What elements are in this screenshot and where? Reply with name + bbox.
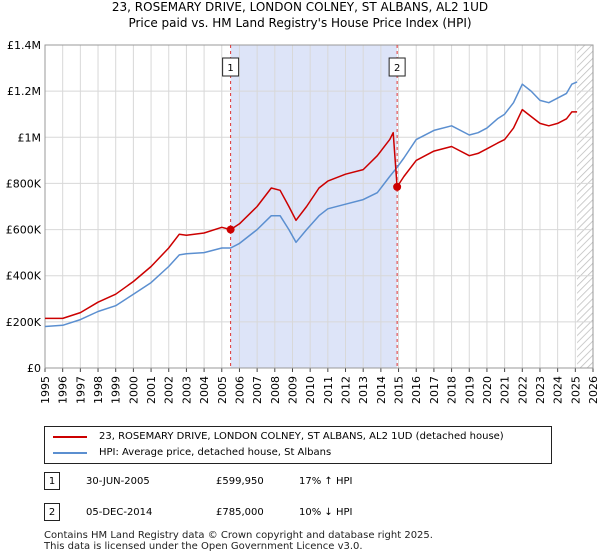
- y-tick-label: £1.4M: [7, 39, 41, 52]
- x-tick-label: 2013: [357, 376, 370, 404]
- x-tick-label: 2023: [534, 376, 547, 404]
- legend-label-property: 23, ROSEMARY DRIVE, LONDON COLNEY, ST AL…: [99, 431, 504, 442]
- chart-subtitle: Price paid vs. HM Land Registry's House …: [128, 16, 472, 30]
- x-tick-label: 2024: [552, 376, 565, 404]
- x-tick-label: 1995: [39, 376, 52, 404]
- purchase-badge-box: [388, 57, 406, 77]
- chart-title: 23, ROSEMARY DRIVE, LONDON COLNEY, ST AL…: [111, 0, 489, 14]
- x-tick-label: 2002: [163, 376, 176, 404]
- footer-copyright: Contains HM Land Registry data © Crown c…: [44, 530, 433, 541]
- hpi-series-line: [44, 81, 578, 328]
- purchase-badge-label: 1: [227, 63, 233, 74]
- transaction-date: 30-JUN-2005: [86, 476, 150, 487]
- purchase-badge-label: 2: [394, 63, 400, 74]
- x-tick-label: 2007: [251, 376, 264, 404]
- legend-label-hpi: HPI: Average price, detached house, St A…: [99, 447, 332, 458]
- y-tick-label: £800K: [6, 177, 42, 190]
- x-tick-label: 1999: [110, 376, 123, 404]
- y-tick-label: £1M: [18, 131, 42, 144]
- transaction-price: £599,950: [216, 476, 264, 487]
- purchase-point: [393, 182, 402, 191]
- transaction-hpi-change: 10% ↓ HPI: [299, 507, 353, 518]
- x-tick-label: 2009: [286, 376, 299, 404]
- transaction-badge: 2: [44, 503, 60, 521]
- y-tick-label: £400K: [6, 270, 42, 283]
- x-tick-label: 2005: [216, 376, 229, 404]
- x-tick-label: 2017: [428, 376, 441, 404]
- legend-swatch-hpi: [53, 452, 87, 454]
- y-tick-label: £200K: [6, 316, 42, 329]
- ownership-span: [230, 45, 398, 368]
- plot-border: [44, 44, 594, 369]
- x-tick-label: 2020: [481, 376, 494, 404]
- transaction-hpi-change: 17% ↑ HPI: [299, 476, 353, 487]
- legend-swatch-property: [53, 436, 87, 438]
- legend: 23, ROSEMARY DRIVE, LONDON COLNEY, ST AL…: [44, 426, 552, 464]
- x-tick-label: 1997: [74, 376, 87, 404]
- x-tick-label: 2011: [322, 376, 335, 404]
- footer-license: This data is licensed under the Open Gov…: [44, 541, 363, 552]
- x-tick-label: 2014: [375, 376, 388, 404]
- x-tick-label: 2016: [410, 376, 423, 404]
- x-tick-label: 2003: [180, 376, 193, 404]
- x-tick-label: 2025: [569, 376, 582, 404]
- x-tick-label: 2015: [393, 376, 406, 404]
- x-tick-label: 2018: [446, 376, 459, 404]
- x-tick-label: 2000: [127, 376, 140, 404]
- x-tick-label: 2004: [198, 376, 211, 404]
- transaction-price: £785,000: [216, 507, 264, 518]
- purchase-point: [226, 225, 235, 234]
- x-tick-label: 1998: [92, 376, 105, 404]
- y-tick-label: £600K: [6, 224, 42, 237]
- x-tick-label: 2021: [499, 376, 512, 404]
- x-tick-label: 2001: [145, 376, 158, 404]
- x-tick-label: 1996: [57, 376, 70, 404]
- y-tick-label: £0: [27, 362, 41, 375]
- x-tick-label: 2019: [463, 376, 476, 404]
- y-tick-label: £1.2M: [7, 85, 41, 98]
- forecast-hatch: [577, 45, 593, 368]
- x-tick-label: 2010: [304, 376, 317, 404]
- x-tick-label: 2006: [233, 376, 246, 404]
- transaction-badge: 1: [44, 472, 60, 490]
- x-tick-label: 2022: [516, 376, 529, 404]
- purchase-badge-box: [222, 57, 240, 77]
- property-series-line: [45, 108, 578, 320]
- transaction-date: 05-DEC-2014: [86, 507, 153, 518]
- x-tick-label: 2026: [587, 376, 600, 404]
- x-tick-label: 2008: [269, 376, 282, 404]
- price-chart: £0 £200K £400K £600K £800K £1M £1.2M £1.4M 1995 1…: [6, 39, 600, 404]
- footer: Contains HM Land Registry data © Crown c…: [44, 530, 433, 552]
- x-tick-label: 2012: [340, 376, 353, 404]
